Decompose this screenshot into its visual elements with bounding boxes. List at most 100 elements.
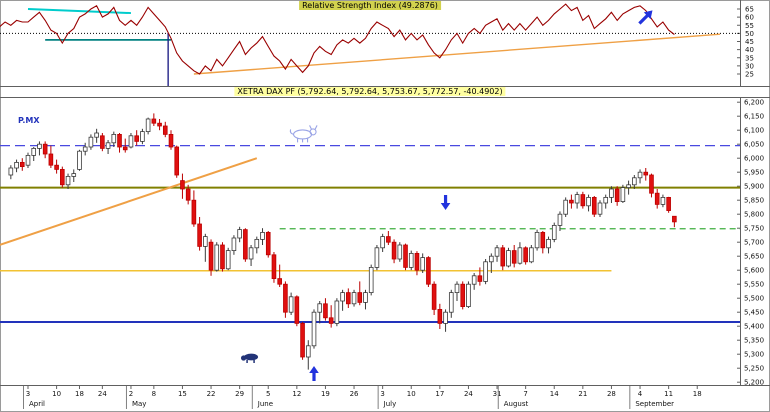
candle[interactable] xyxy=(351,292,357,305)
candle[interactable] xyxy=(569,199,574,204)
candle[interactable] xyxy=(672,215,677,223)
candle[interactable] xyxy=(288,296,294,313)
candle[interactable] xyxy=(340,292,345,302)
candle[interactable] xyxy=(317,303,323,313)
rsi-title[interactable]: Relative Strength Index (49.2876) xyxy=(299,1,441,10)
candle[interactable] xyxy=(523,247,528,263)
candle[interactable] xyxy=(174,146,180,176)
candle[interactable] xyxy=(260,231,265,240)
candle[interactable] xyxy=(643,171,649,176)
candle[interactable] xyxy=(323,303,328,319)
candle[interactable] xyxy=(443,311,448,324)
candle[interactable] xyxy=(111,133,117,144)
candle[interactable] xyxy=(546,238,551,249)
candle[interactable] xyxy=(574,194,580,204)
candle[interactable] xyxy=(225,250,231,270)
candle[interactable] xyxy=(105,142,111,149)
candle[interactable] xyxy=(311,311,317,347)
candle[interactable] xyxy=(489,255,494,263)
candle[interactable] xyxy=(231,237,237,252)
candle[interactable] xyxy=(666,196,671,211)
candle[interactable] xyxy=(168,133,174,148)
candle[interactable] xyxy=(357,292,363,303)
candle[interactable] xyxy=(191,199,197,225)
candle[interactable] xyxy=(31,147,37,156)
candle[interactable] xyxy=(603,196,609,204)
candle[interactable] xyxy=(117,133,122,148)
candle[interactable] xyxy=(283,283,288,313)
candle[interactable] xyxy=(334,300,340,324)
candle[interactable] xyxy=(534,231,540,249)
candle[interactable] xyxy=(529,247,534,263)
candle[interactable] xyxy=(48,153,54,166)
candle[interactable] xyxy=(466,283,471,308)
candle[interactable] xyxy=(122,146,128,151)
candle[interactable] xyxy=(220,244,225,270)
candle[interactable] xyxy=(294,296,300,324)
candle[interactable] xyxy=(506,250,511,267)
candle[interactable] xyxy=(243,229,248,260)
candle[interactable] xyxy=(197,223,202,247)
rsi-line[interactable] xyxy=(0,3,675,75)
candles[interactable] xyxy=(8,113,677,370)
candle[interactable] xyxy=(374,247,380,268)
candle[interactable] xyxy=(563,199,568,215)
candle[interactable] xyxy=(660,196,666,205)
candle[interactable] xyxy=(557,213,563,226)
candle[interactable] xyxy=(580,194,586,207)
candle[interactable] xyxy=(403,244,408,268)
candle[interactable] xyxy=(77,150,82,170)
candle[interactable] xyxy=(471,275,477,285)
candle[interactable] xyxy=(637,171,643,179)
candle[interactable] xyxy=(162,125,168,135)
candle[interactable] xyxy=(363,292,368,303)
candle[interactable] xyxy=(140,131,145,142)
candle[interactable] xyxy=(408,252,414,268)
candle[interactable] xyxy=(654,192,660,205)
candle[interactable] xyxy=(386,236,391,243)
candle[interactable] xyxy=(145,118,151,132)
candle[interactable] xyxy=(100,135,105,149)
candle[interactable] xyxy=(540,231,546,249)
candle[interactable] xyxy=(649,174,654,194)
candle[interactable] xyxy=(82,146,88,152)
candle[interactable] xyxy=(157,122,162,127)
candle[interactable] xyxy=(151,118,157,124)
candle[interactable] xyxy=(448,292,454,313)
candle[interactable] xyxy=(54,164,59,170)
candle[interactable] xyxy=(8,167,14,176)
candle[interactable] xyxy=(271,254,277,280)
candle[interactable] xyxy=(208,241,214,271)
candle[interactable] xyxy=(368,266,374,293)
candle[interactable] xyxy=(203,236,208,247)
candle[interactable] xyxy=(237,229,242,239)
candle[interactable] xyxy=(397,244,403,260)
candle[interactable] xyxy=(328,317,334,324)
candle[interactable] xyxy=(128,135,134,148)
candle[interactable] xyxy=(437,308,443,324)
candle[interactable] xyxy=(391,241,397,260)
candle[interactable] xyxy=(25,154,31,166)
candle[interactable] xyxy=(632,177,637,186)
candle[interactable] xyxy=(277,278,282,285)
candle[interactable] xyxy=(305,345,311,358)
candle[interactable] xyxy=(380,236,385,249)
candle[interactable] xyxy=(88,136,94,148)
candle[interactable] xyxy=(551,224,557,240)
candle[interactable] xyxy=(494,247,500,257)
candle[interactable] xyxy=(591,196,597,215)
candle[interactable] xyxy=(483,261,488,282)
candle[interactable] xyxy=(60,168,65,186)
candle[interactable] xyxy=(426,257,431,285)
candle[interactable] xyxy=(626,184,631,189)
candle[interactable] xyxy=(586,196,591,207)
candle[interactable] xyxy=(134,135,139,142)
candle[interactable] xyxy=(614,188,620,203)
candle[interactable] xyxy=(37,143,42,149)
candle[interactable] xyxy=(517,247,523,264)
candle[interactable] xyxy=(420,257,425,271)
candle[interactable] xyxy=(42,143,48,155)
candle[interactable] xyxy=(14,161,19,169)
candle[interactable] xyxy=(620,187,626,203)
